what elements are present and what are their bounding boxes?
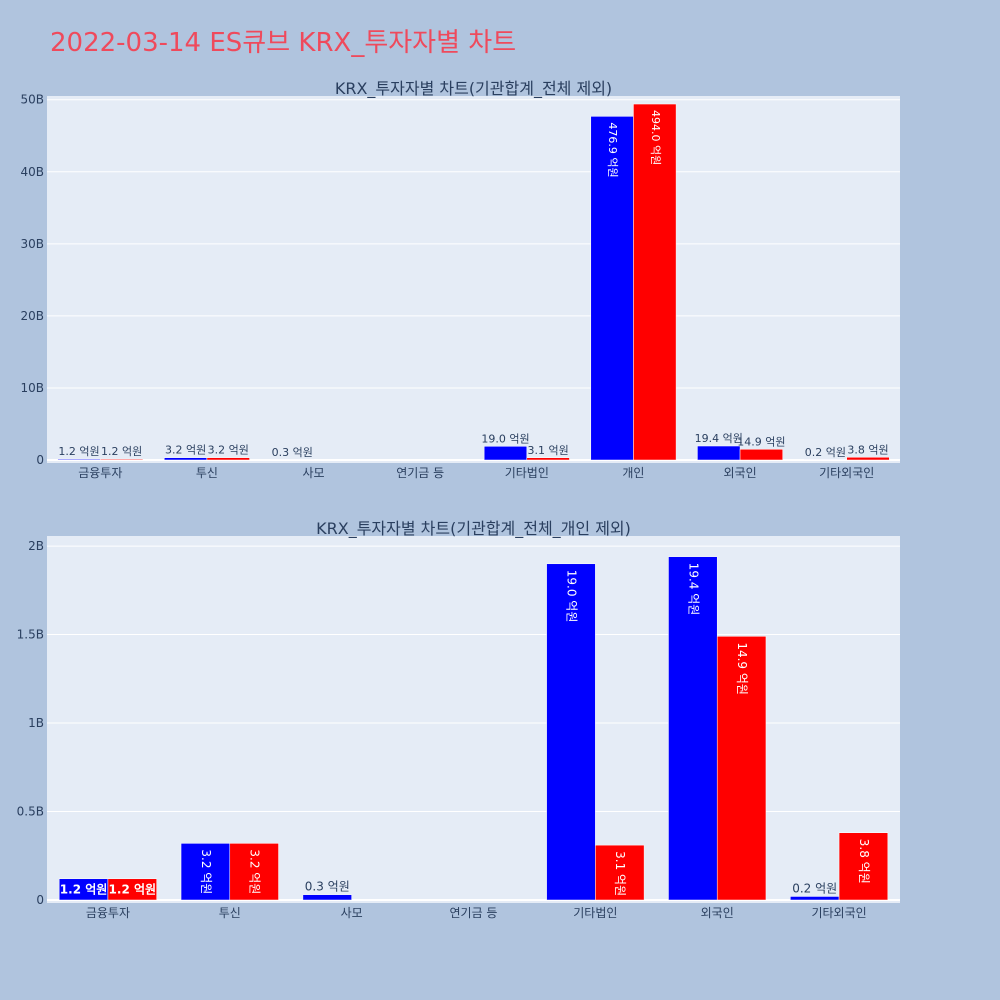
bar <box>100 458 144 461</box>
y-tick-label: 2B <box>28 539 44 553</box>
bar <box>206 457 250 461</box>
data-label: 1.2 억원 <box>101 445 142 458</box>
data-label: 3.1 억원 <box>528 444 569 457</box>
bar <box>838 832 889 901</box>
data-label: 476.9 억원 <box>606 122 619 177</box>
data-label: 19.4 억원 <box>695 432 743 445</box>
x-tick-label: 사모 <box>341 906 363 920</box>
data-label: 3.2 억원 <box>248 849 262 894</box>
data-label: 494.0 억원 <box>649 110 662 165</box>
data-label: 0.2 억원 <box>805 446 846 459</box>
chart-1-axes: 0 10B 20B 30B 40B 50B 금융투자 투신 사모 연기금 등 기타법인 개인 외국인 기타… <box>20 93 874 480</box>
x-tick-label: 기타외국인 <box>819 466 874 480</box>
bar <box>526 457 570 461</box>
chart-2-plot-area <box>47 536 900 903</box>
x-tick-label: 연기금 등 <box>396 466 444 480</box>
bar <box>716 636 767 901</box>
data-label: 19.0 억원 <box>564 570 578 623</box>
chart-1-plot-area <box>47 96 900 463</box>
data-label: 0.3 억원 <box>272 446 313 459</box>
y-tick-label: 40B <box>20 165 44 179</box>
bar <box>546 563 596 901</box>
data-label: 3.8 억원 <box>847 443 888 456</box>
chart-2-axes: 0 0.5B 1B 1.5B 2B 금융투자 투신 사모 연기금 등 기타법인 외국인 기타외국인 <box>17 539 867 920</box>
bar <box>180 843 231 901</box>
data-label: 0.3 억원 <box>305 880 350 894</box>
x-tick-label: 기타법인 <box>505 466 549 480</box>
y-tick-label: 30B <box>20 237 44 251</box>
y-tick-label: 1.5B <box>17 628 44 642</box>
data-label: 14.9 억원 <box>735 642 749 695</box>
chart-2-no-individual: 1.2 억원 1.2 억원 3.2 억원 3.2 억원 0.3 억원 19.0 억원 3.1… <box>17 519 900 920</box>
chart-1-data-labels: 1.2 억원 1.2 억원 3.2 억원 3.2 억원 0.3 억원 19.0 억원3.1… <box>58 110 888 459</box>
bar <box>739 449 783 461</box>
chart-1-no-institution-total: 1.2 억원 1.2 억원 3.2 억원 3.2 억원 0.3 억원 19.0 억원3.1… <box>20 79 900 480</box>
x-tick-label: 기타외국인 <box>811 906 866 920</box>
data-label: 1.2 억원 <box>60 882 108 896</box>
x-tick-label: 투신 <box>219 906 241 920</box>
page-title: 2022-03-14 ES큐브 KRX_투자자별 차트 <box>50 28 517 58</box>
x-tick-label: 금융투자 <box>78 466 122 480</box>
x-tick-label: 외국인 <box>701 906 734 920</box>
data-label: 19.0 억원 <box>481 432 529 445</box>
data-label: 0.2 억원 <box>792 881 837 895</box>
chart-2-bars <box>58 556 889 901</box>
bar <box>668 556 718 901</box>
bar <box>483 446 528 461</box>
x-tick-label: 연기금 등 <box>450 906 498 920</box>
bar <box>633 103 677 461</box>
data-label: 3.2 억원 <box>208 444 249 457</box>
data-label: 14.9 억원 <box>737 435 785 448</box>
bar <box>590 116 634 461</box>
bar <box>595 844 645 901</box>
x-tick-label: 외국인 <box>724 466 757 480</box>
bar <box>846 457 890 461</box>
chart-1-bars <box>57 103 890 461</box>
bar <box>57 458 101 461</box>
chart-2-data-labels: 1.2 억원 1.2 억원 3.2 억원 3.2 억원 0.3 억원 19.0 억원 3.1… <box>60 563 871 897</box>
y-tick-label: 20B <box>20 309 44 323</box>
x-tick-label: 투신 <box>196 466 218 480</box>
x-tick-label: 금융투자 <box>86 906 130 920</box>
data-label: 1.2 억원 <box>58 445 99 458</box>
chart-1-title: KRX_투자자별 차트(기관합계_전체 제외) <box>335 79 612 99</box>
data-label: 3.8 억원 <box>857 839 871 884</box>
y-tick-label: 1B <box>28 716 44 730</box>
data-label: 19.4 억원 <box>686 563 700 616</box>
y-tick-label: 50B <box>20 93 44 107</box>
bar <box>164 457 208 461</box>
bar <box>107 878 157 901</box>
bar <box>302 894 352 901</box>
x-tick-label: 기타법인 <box>573 906 617 920</box>
bar <box>229 843 279 901</box>
y-tick-label: 0.5B <box>17 805 44 819</box>
data-label: 3.2 억원 <box>165 444 206 457</box>
data-label: 1.2 억원 <box>109 882 157 896</box>
y-tick-label: 0 <box>36 893 44 907</box>
y-tick-label: 10B <box>20 381 44 395</box>
y-tick-label: 0 <box>36 453 44 467</box>
bar <box>697 445 741 461</box>
chart-2-title: KRX_투자자별 차트(기관합계_전체_개인 제외) <box>316 519 631 539</box>
x-tick-label: 개인 <box>622 466 644 480</box>
x-tick-label: 사모 <box>303 466 325 480</box>
bar <box>790 896 840 901</box>
data-label: 3.2 억원 <box>199 849 213 894</box>
data-label: 3.1 억원 <box>613 851 627 896</box>
